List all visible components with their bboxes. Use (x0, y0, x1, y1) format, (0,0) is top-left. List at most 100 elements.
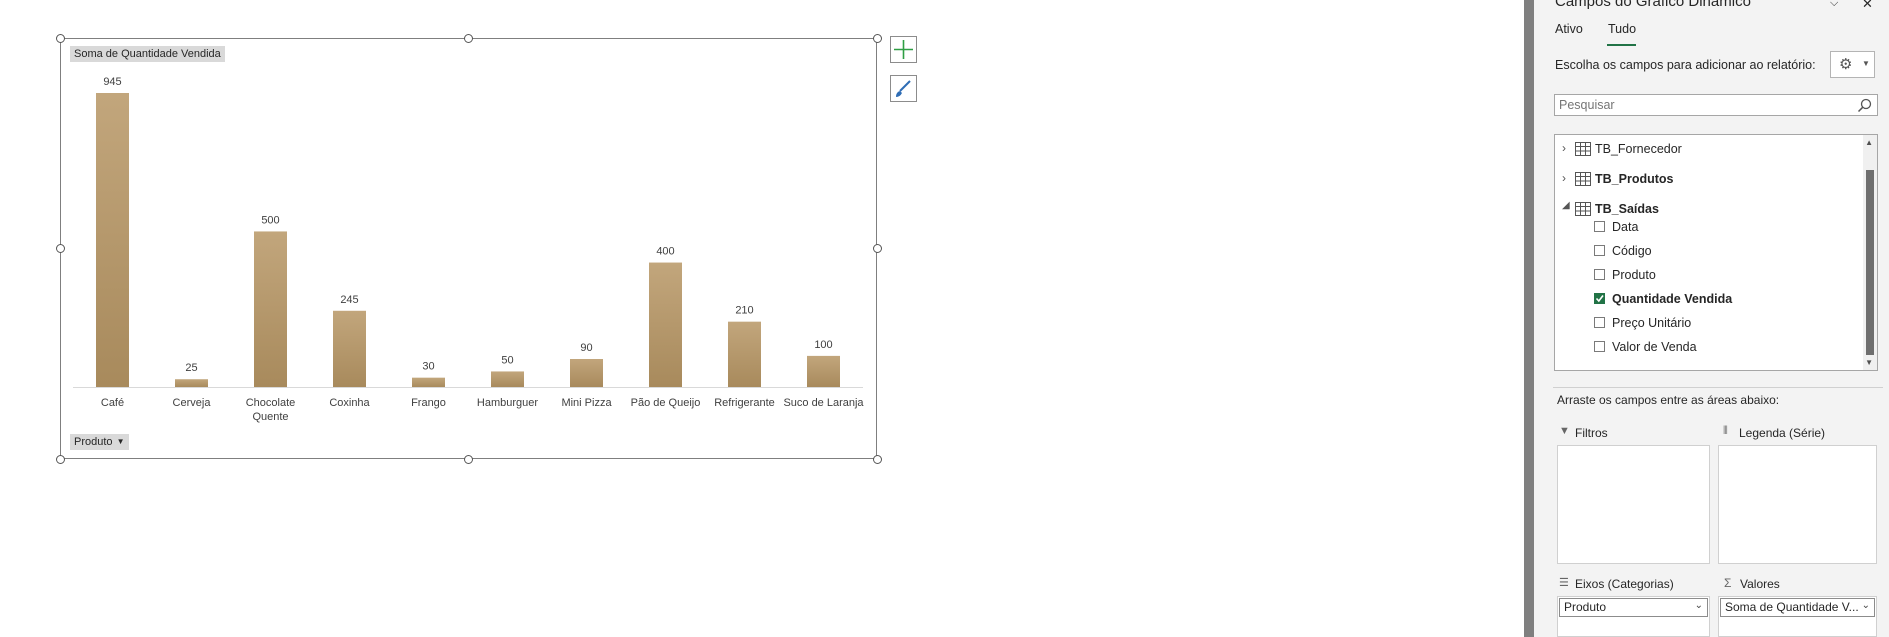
close-icon[interactable]: ✕ (1862, 0, 1873, 11)
panel-splitter[interactable] (1524, 0, 1534, 637)
panel-title: Campos do Gráfico Dinâmico (1555, 0, 1751, 10)
drag-fields-label: Arraste os campos entre as áreas abaixo: (1557, 393, 1780, 407)
checkbox-produto[interactable] (1594, 269, 1605, 280)
data-label: 245 (340, 294, 358, 306)
expand-chevron-icon[interactable]: › (1562, 141, 1566, 155)
checkbox-quantidade-vendida[interactable] (1594, 293, 1605, 304)
filter-icon: ▼ (1559, 425, 1570, 437)
values-field-dropdown[interactable]: Soma de Quantidade V... ⌄ (1720, 598, 1875, 617)
resize-handle-bottom-center[interactable] (464, 455, 473, 464)
choose-fields-label: Escolha os campos para adicionar ao rela… (1555, 58, 1816, 72)
scrollbar-thumb[interactable] (1866, 170, 1874, 355)
data-label: 100 (814, 339, 832, 351)
field-label-quantidade-vendida[interactable]: Quantidade Vendida (1612, 292, 1733, 306)
chart-bar[interactable] (807, 355, 840, 387)
scroll-down-arrow-icon[interactable]: ▼ (1865, 358, 1873, 367)
category-tick-label: Cerveja (173, 397, 212, 409)
axis-field-button[interactable]: Produto ▼ (70, 434, 129, 450)
field-search-box[interactable] (1554, 94, 1878, 116)
data-label: 90 (580, 342, 592, 354)
chart-styles-button[interactable] (890, 75, 917, 102)
category-tick-label: Frango (411, 397, 446, 409)
rows-icon: ☰ (1559, 577, 1569, 589)
table-icon (1575, 172, 1591, 186)
legend-drop-area[interactable] (1718, 445, 1877, 564)
paintbrush-icon (896, 80, 911, 97)
panel-separator (1553, 387, 1883, 388)
resize-handle-bottom-left[interactable] (56, 455, 65, 464)
table-icon (1575, 142, 1591, 156)
legend-columns-icon: ⦀ (1723, 425, 1728, 437)
chart-elements-button[interactable] (890, 36, 917, 63)
checkbox-codigo[interactable] (1594, 245, 1605, 256)
gear-icon: ⚙ (1839, 56, 1853, 73)
data-label: 500 (261, 214, 279, 226)
table-icon (1575, 202, 1591, 216)
checkmark-icon (1595, 295, 1604, 303)
search-icon[interactable] (1857, 98, 1872, 113)
axes-area-label: Eixos (Categorias) (1575, 577, 1674, 591)
active-tab-underline (1607, 44, 1636, 46)
filters-drop-area[interactable] (1557, 445, 1710, 564)
values-area-label: Valores (1740, 577, 1780, 591)
axes-field-dropdown[interactable]: Produto ⌄ (1559, 598, 1708, 617)
axes-field-value: Produto (1564, 600, 1607, 614)
plus-icon (894, 40, 913, 59)
data-label: 210 (735, 305, 753, 317)
resize-handle-top-center[interactable] (464, 34, 473, 43)
category-tick-label: Café (101, 397, 124, 409)
category-tick-label: Mini Pizza (561, 397, 612, 409)
expand-chevron-icon[interactable]: › (1562, 171, 1566, 185)
checkbox-valor-de-venda[interactable] (1594, 341, 1605, 352)
bar-chart: 945 Café 25 Cerveja 500 Chocolate Quente 245 Cox… (73, 76, 864, 423)
resize-handle-bottom-right[interactable] (873, 455, 882, 464)
scroll-up-arrow-icon[interactable]: ▲ (1865, 138, 1873, 147)
chart-bar[interactable] (333, 310, 366, 387)
field-label-codigo[interactable]: Código (1612, 244, 1652, 258)
collapse-chevron-icon[interactable]: ◢ (1562, 200, 1570, 211)
data-label: 945 (103, 76, 121, 88)
checkbox-data[interactable] (1594, 221, 1605, 232)
chevron-down-icon[interactable]: ⌵ (1830, 0, 1839, 9)
filters-area-label: Filtros (1575, 426, 1608, 440)
field-label-produto[interactable]: Produto (1612, 268, 1656, 282)
chevron-down-icon: ▼ (1862, 59, 1870, 68)
resize-handle-middle-right[interactable] (873, 244, 882, 253)
chart-bar[interactable] (491, 371, 524, 387)
chevron-down-icon: ⌄ (1694, 600, 1703, 611)
dropdown-arrow-icon: ▼ (116, 437, 125, 446)
chart-bar[interactable] (175, 379, 208, 387)
table-name: TB_Produtos (1595, 172, 1674, 186)
field-tree-list[interactable]: ▲ ▼ (1554, 134, 1878, 371)
chart-bar[interactable] (254, 231, 287, 387)
field-label-valor-de-venda[interactable]: Valor de Venda (1612, 340, 1697, 354)
data-label: 25 (185, 362, 197, 374)
resize-handle-middle-left[interactable] (56, 244, 65, 253)
chart-bar[interactable] (728, 321, 761, 387)
field-label-data[interactable]: Data (1612, 220, 1639, 234)
field-list-settings-button[interactable]: ⚙ ▼ (1830, 51, 1875, 78)
tab-tudo[interactable]: Tudo (1608, 22, 1637, 36)
chart-bar[interactable] (649, 262, 682, 387)
category-tick-label: Refrigerante (714, 397, 775, 409)
category-tick-label: Pão de Queijo (631, 397, 701, 409)
table-name: TB_Saídas (1595, 202, 1659, 216)
category-tick-label: Suco de Laranja (783, 397, 864, 409)
chevron-down-icon: ⌄ (1861, 600, 1870, 611)
legend-area-label: Legenda (Série) (1739, 426, 1826, 440)
category-tick-label: Quente (252, 411, 288, 423)
axis-field-label: Produto (74, 436, 113, 448)
resize-handle-top-left[interactable] (56, 34, 65, 43)
data-label: 30 (422, 361, 434, 373)
chart-bar[interactable] (412, 377, 445, 387)
chart-bar[interactable] (96, 93, 129, 387)
values-field-value: Soma de Quantidade V... (1725, 600, 1859, 614)
resize-handle-top-right[interactable] (873, 34, 882, 43)
field-label-preco-unitario[interactable]: Preço Unitário (1612, 316, 1692, 330)
tab-ativo[interactable]: Ativo (1555, 22, 1583, 36)
search-input[interactable] (1559, 96, 1839, 113)
chart-bar[interactable] (570, 359, 603, 387)
category-tick-label: Chocolate (246, 397, 296, 409)
value-field-button[interactable]: Soma de Quantidade Vendida (70, 46, 225, 62)
checkbox-preco-unitario[interactable] (1594, 317, 1605, 328)
